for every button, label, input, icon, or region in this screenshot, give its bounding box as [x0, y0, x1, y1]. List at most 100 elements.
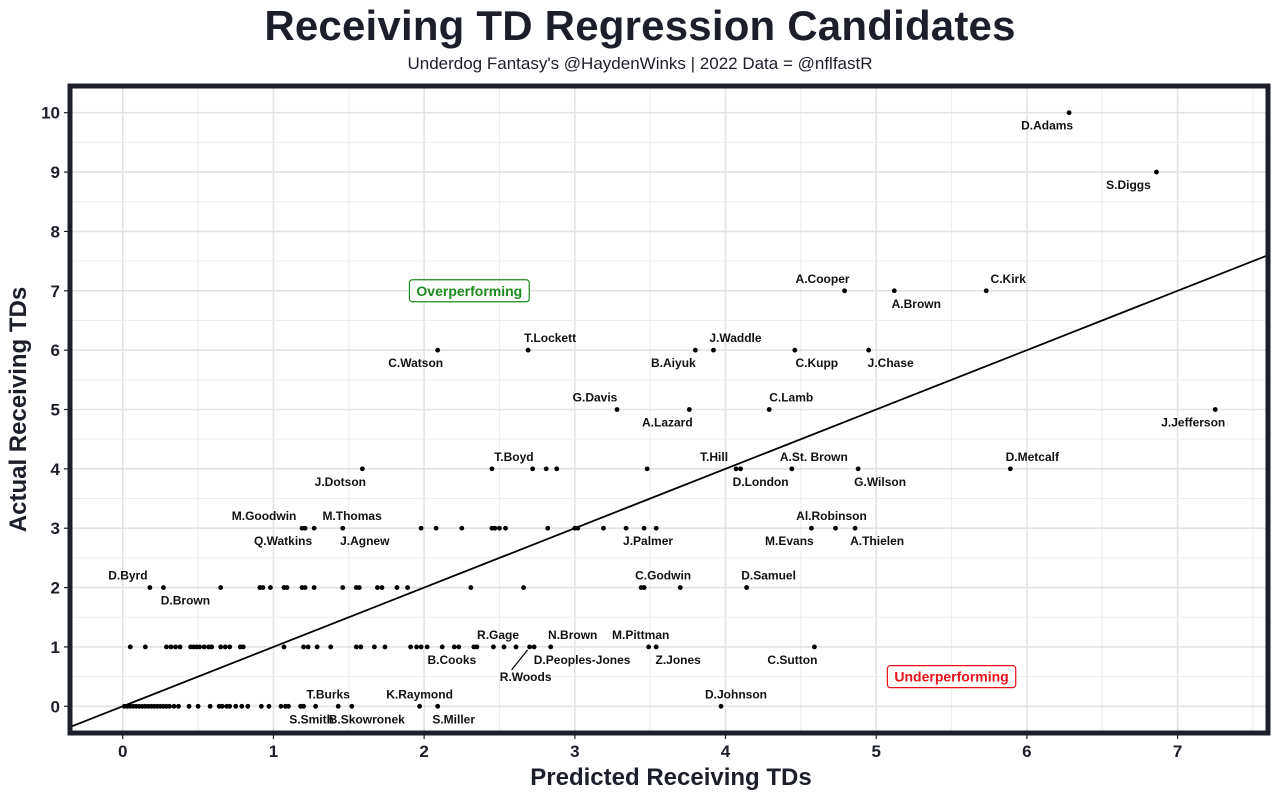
data-point	[405, 585, 410, 590]
point-label: D.Johnson	[705, 687, 767, 701]
data-point	[379, 585, 385, 590]
label-leader-line	[511, 649, 529, 671]
data-point	[218, 644, 224, 650]
point-label: A.Thielen	[850, 534, 904, 548]
data-point-labeled	[489, 466, 495, 472]
y-tick-label: 8	[51, 222, 60, 241]
data-point	[575, 525, 581, 531]
data-point	[433, 525, 439, 531]
data-point	[408, 644, 413, 650]
point-label: S.Miller	[432, 712, 475, 726]
data-point-labeled	[161, 585, 166, 590]
data-point	[394, 585, 400, 590]
data-point	[171, 703, 177, 709]
y-axis-title: Actual Receiving TDs	[5, 287, 32, 532]
y-axis-ticks: 0 1 2 3 4 5 6 7 8 9 10	[41, 104, 68, 716]
point-label: S.Smith	[289, 712, 334, 726]
data-point	[313, 703, 319, 709]
data-point	[328, 644, 334, 650]
data-point	[278, 703, 284, 709]
point-label: D.London	[733, 475, 789, 489]
data-point	[371, 644, 377, 650]
point-label: D.Peoples-Jones	[534, 653, 631, 667]
data-point-labeled	[335, 703, 341, 709]
data-point-labeled	[711, 347, 716, 353]
point-label: C.Sutton	[767, 653, 817, 667]
point-label: D.Metcalf	[1006, 450, 1060, 464]
data-point-labeled	[789, 466, 795, 472]
point-label: T.Boyd	[494, 450, 533, 464]
reference-line-group	[69, 254, 1269, 728]
data-point-labeled	[623, 525, 629, 531]
y-tick-label: 4	[51, 460, 61, 479]
y-tick-label: 5	[51, 401, 60, 420]
data-point	[195, 703, 201, 709]
data-point	[245, 703, 251, 709]
point-label: T.Lockett	[524, 331, 576, 345]
data-point-labeled	[340, 525, 346, 531]
data-point-labeled	[525, 347, 531, 353]
grid-lines	[70, 86, 1268, 733]
y-tick-label: 6	[51, 341, 60, 360]
point-label: B.Cooks	[428, 653, 477, 667]
data-point	[530, 466, 536, 472]
data-point	[301, 644, 306, 650]
data-point	[451, 644, 457, 650]
point-label: A.St. Brown	[780, 450, 848, 464]
data-point	[641, 525, 647, 531]
underperforming-box	[886, 665, 1017, 689]
point-label: B.Aiyuk	[651, 356, 696, 370]
data-point	[268, 585, 273, 590]
point-label: J.Jefferson	[1161, 416, 1225, 430]
data-point-labeled	[1066, 110, 1072, 116]
point-label: G.Davis	[573, 391, 618, 405]
x-axis-title: Predicted Receiving TDs	[530, 764, 811, 791]
y-tick-label: 9	[51, 163, 60, 182]
data-point-labeled	[842, 288, 847, 294]
data-point	[492, 525, 498, 531]
data-point-labeled	[301, 703, 306, 709]
data-point	[501, 644, 507, 650]
data-point-labeled	[766, 407, 772, 412]
data-point	[222, 644, 228, 650]
data-point	[358, 644, 364, 650]
data-point	[491, 644, 496, 650]
data-point	[644, 466, 650, 472]
data-point-labeled	[147, 585, 153, 590]
data-point	[286, 703, 291, 709]
y-tick-label: 0	[51, 697, 60, 716]
data-point	[340, 585, 346, 590]
point-label: J.Agnew	[340, 534, 390, 548]
data-point-labeled	[733, 466, 739, 472]
data-point	[356, 585, 362, 590]
x-tick-label: 4	[721, 742, 731, 761]
data-point	[284, 585, 290, 590]
data-point	[375, 585, 380, 590]
point-label: D.Brown	[161, 594, 210, 608]
point-label: N.Brown	[548, 628, 597, 642]
data-point-labeled	[852, 525, 858, 531]
data-point	[302, 585, 308, 590]
data-point-labeled	[614, 407, 620, 412]
data-point	[521, 585, 526, 590]
data-point-labeled	[809, 525, 814, 531]
data-point	[260, 585, 266, 590]
data-point	[497, 525, 502, 531]
data-point-labeled	[692, 347, 698, 353]
data-point-labeled	[417, 703, 423, 709]
data-point	[219, 703, 225, 709]
data-point	[227, 703, 233, 709]
reference-line	[69, 254, 1269, 728]
data-point-labeled	[548, 644, 554, 650]
data-point	[227, 644, 233, 650]
data-point	[240, 644, 246, 650]
data-point-labeled	[638, 585, 644, 590]
point-label: Al.Robinson	[796, 509, 867, 523]
data-point-labeled	[792, 347, 798, 353]
data-point-labeled	[311, 525, 317, 531]
data-point	[167, 703, 172, 709]
overperforming-label: Overperforming	[416, 283, 522, 299]
data-point	[353, 644, 359, 650]
point-label: T.Hill	[700, 450, 728, 464]
